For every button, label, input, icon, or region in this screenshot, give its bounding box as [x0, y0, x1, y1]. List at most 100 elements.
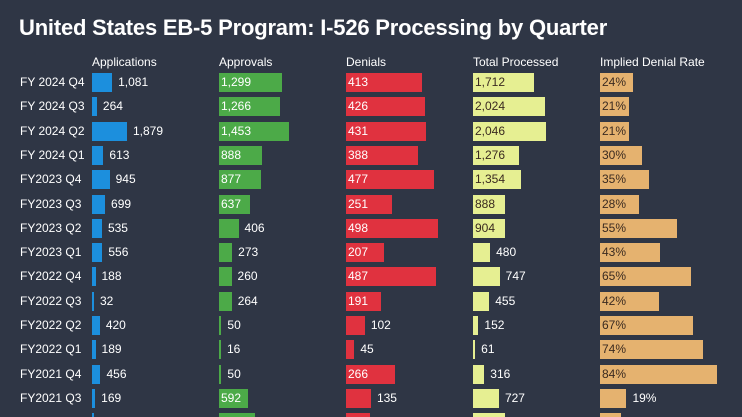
- bar-total-processed: [473, 121, 546, 141]
- data-label: 15%: [627, 410, 651, 417]
- data-label: 556: [108, 245, 129, 260]
- data-label: 207: [348, 245, 369, 260]
- bar-denials: [346, 316, 365, 335]
- bar-implied-denial-rate: [600, 413, 621, 417]
- bar-implied-denial-rate: [600, 170, 649, 190]
- data-label: 699: [111, 196, 132, 211]
- data-label: 16: [227, 342, 241, 357]
- data-label: 55%: [602, 220, 627, 235]
- data-label: 406: [244, 220, 265, 235]
- bar-implied-denial-rate: [600, 145, 642, 165]
- bar-applications: [92, 388, 96, 408]
- row-label: FY2023 Q1: [20, 245, 82, 260]
- data-label: 1,299: [221, 75, 252, 89]
- data-label: 32: [100, 293, 114, 308]
- data-label: 135: [376, 390, 397, 405]
- data-label: 67%: [602, 318, 627, 332]
- table-row: FY2021 Q4 456 50 266 316 84%: [0, 362, 742, 386]
- bar-implied-denial-rate: [600, 243, 660, 263]
- chart-title: United States EB-5 Program: I-526 Proces…: [19, 15, 608, 40]
- bar-applications: [92, 340, 96, 360]
- data-label: 477: [348, 172, 369, 187]
- data-label: 888: [475, 196, 496, 211]
- data-label: 260: [237, 269, 258, 284]
- bar-implied-denial-rate: [600, 73, 634, 92]
- bar-denials: [346, 170, 435, 190]
- bar-total-processed: [473, 316, 479, 335]
- bar-applications: [92, 145, 104, 165]
- bar-denials: [346, 73, 423, 92]
- data-label: 487: [348, 269, 369, 284]
- data-label: 456: [106, 366, 127, 381]
- data-label: 637: [221, 196, 242, 211]
- bar-approvals: [219, 291, 232, 311]
- data-label: 50: [227, 318, 241, 332]
- bar-applications: [92, 121, 127, 141]
- bar-implied-denial-rate: [600, 218, 677, 238]
- data-label: 1,354: [475, 172, 506, 187]
- data-label: 132: [376, 410, 396, 417]
- data-label: 74%: [602, 342, 627, 357]
- bar-total-processed: [473, 145, 519, 165]
- bar-implied-denial-rate: [600, 97, 630, 117]
- row-label: FY 2024 Q2: [20, 123, 85, 138]
- row-label: FY2023 Q4: [20, 172, 82, 187]
- table-row: FY2023 Q3 699 637 251 888 28%: [0, 192, 742, 216]
- bar-applications: [92, 413, 94, 417]
- data-label: 535: [107, 220, 128, 235]
- bar-total-processed: [473, 170, 522, 190]
- data-label: 945: [115, 172, 136, 187]
- data-label: 592: [221, 390, 242, 405]
- data-label: 19%: [632, 390, 657, 405]
- bar-total-processed: [473, 194, 505, 214]
- data-label: 480: [496, 245, 517, 260]
- bar-applications: [92, 291, 94, 311]
- bar-denials: [346, 145, 418, 165]
- data-label: 2,046: [475, 123, 506, 138]
- data-label: 24%: [602, 75, 627, 89]
- column-header-denials: Denials: [346, 55, 387, 69]
- bar-denials: [346, 97, 425, 117]
- data-label: 498: [348, 220, 369, 235]
- column-header-implied-denial-rate: Implied Denial Rate: [600, 55, 705, 69]
- table-row: FY2023 Q2 535 406 498 904 55%: [0, 216, 742, 240]
- column-header-total-processed: Total Processed: [473, 55, 559, 69]
- bar-denials: [346, 291, 382, 311]
- row-label: FY2021 Q4: [20, 366, 82, 381]
- table-row: FY 2024 Q1 613 888 388 1,276 30%: [0, 143, 742, 167]
- table-row: FY2023 Q4 945 877 477 1,354 35%: [0, 167, 742, 191]
- bar-total-processed: [473, 291, 490, 311]
- data-label: 613: [109, 147, 130, 162]
- bar-applications: [92, 316, 100, 335]
- data-label: 169: [101, 390, 122, 405]
- data-label: 189: [101, 342, 122, 357]
- data-label: 877: [221, 172, 242, 187]
- bar-applications: [92, 267, 96, 287]
- bar-applications: [92, 170, 110, 190]
- data-label: 65%: [602, 269, 627, 284]
- bar-approvals: [219, 121, 289, 141]
- bar-applications: [92, 194, 106, 214]
- data-label: 885: [475, 410, 495, 417]
- table-row: FY2022 Q4 188 260 487 747 65%: [0, 264, 742, 288]
- bar-implied-denial-rate: [600, 388, 627, 408]
- bar-applications: [92, 243, 103, 263]
- row-label: FY2022 Q1: [20, 342, 82, 357]
- data-label: 42%: [602, 293, 627, 308]
- bar-approvals: [219, 97, 280, 117]
- row-label: FY2022 Q3: [20, 293, 82, 308]
- row-label: FY2023 Q2: [20, 220, 82, 235]
- data-label: 61: [481, 342, 495, 357]
- row-label: FY2022 Q2: [20, 318, 82, 332]
- bar-implied-denial-rate: [600, 291, 659, 311]
- data-label: 1,266: [221, 99, 252, 114]
- row-label: FY2022 Q4: [20, 269, 82, 284]
- data-label: 264: [237, 293, 258, 308]
- data-label: 251: [348, 196, 369, 211]
- data-label: 102: [370, 318, 391, 332]
- data-label: 1,712: [475, 75, 506, 89]
- row-label: FY2021 Q3: [20, 390, 82, 405]
- bar-implied-denial-rate: [600, 267, 691, 287]
- bar-denials: [346, 243, 385, 263]
- bar-approvals: [219, 364, 222, 384]
